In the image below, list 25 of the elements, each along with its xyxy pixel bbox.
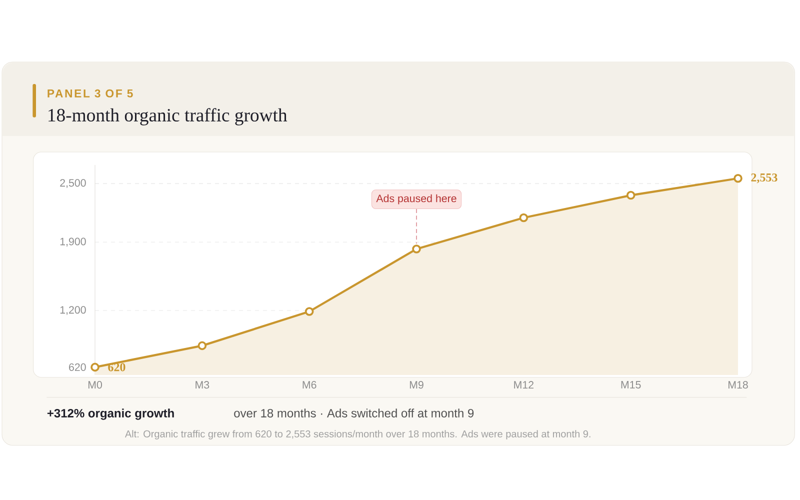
point (304, 307, 314, 316)
point (198, 341, 207, 350)
text: Alt: Organic traffic grew from 620 to 2,553 sessions/month over 18 months. Ads were paused at month 9. (124, 430, 590, 440)
data-label: 2,553 (751, 173, 778, 184)
annotation: Ads paused here (376, 194, 456, 204)
x-tick-label: M6 (302, 381, 316, 389)
x-tick-label: M3 (196, 381, 210, 389)
x-tick-label: M18 (728, 381, 748, 389)
point (90, 362, 100, 372)
point (626, 190, 636, 200)
point (412, 244, 421, 254)
chart-subtitle: PANEL 3 OF 5 (48, 89, 133, 98)
x-tick-label: M15 (621, 381, 641, 388)
y-tick-label: 620 (69, 363, 86, 371)
point (734, 174, 742, 183)
x-tick-label: M12 (514, 381, 534, 388)
point (519, 213, 528, 222)
text: +312% organic growth (47, 408, 174, 420)
chart-title: 18-month organic traffic growth (48, 108, 288, 126)
text: over 18 months · Ads switched off at month 9 (234, 408, 474, 418)
y-tick-label: 2,500 (60, 179, 86, 188)
y-tick-label: 1,200 (60, 306, 86, 315)
y-tick-label: 1,900 (60, 238, 86, 247)
x-tick-label: M9 (410, 381, 424, 389)
x-tick-label: M0 (88, 381, 102, 389)
